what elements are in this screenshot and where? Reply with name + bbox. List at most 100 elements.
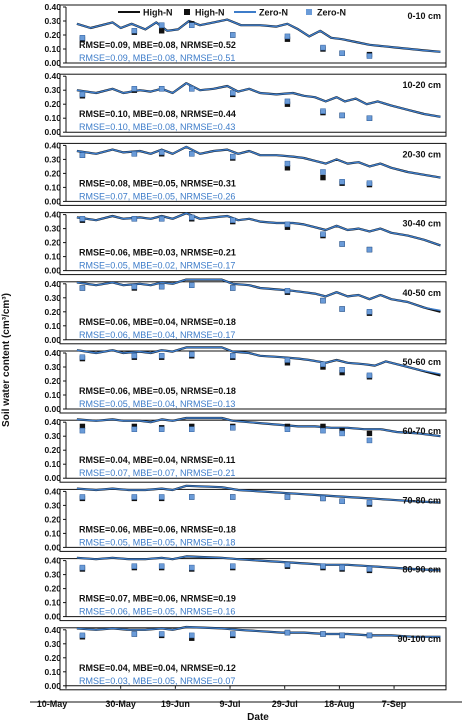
y-tick-label: 0.00 [44, 542, 61, 552]
depth-label: 10-20 cm [402, 80, 441, 90]
zero-n-simulated-line [76, 212, 441, 247]
zero-n-observed-point [284, 160, 291, 167]
zero-n-observed-point [79, 216, 86, 222]
y-tick-label: 0.10 [44, 321, 61, 331]
y-tick-label: 0.40 [44, 348, 61, 358]
zero-n-simulated-line [76, 18, 441, 53]
y-tick-label: 0.40 [44, 71, 61, 81]
zero-n-observed-point [230, 90, 236, 96]
y-tick-label: 0.00 [44, 335, 61, 345]
stats-high-n: RMSE=0.09, MBE=0.08, NRMSE=0.52 [79, 40, 236, 50]
zero-n-observed-point [284, 221, 291, 228]
high-n-observed-point [284, 165, 291, 171]
y-tick-label: 0.30 [44, 16, 61, 26]
y-tick-label: 0.30 [44, 362, 61, 372]
zero-n-observed-point [339, 367, 345, 373]
zero-n-observed-point [284, 426, 291, 432]
panel-20-30cm: 0.00 0.10 0.20 0.30 0.40 20-30 cm RMSE=0.08, M… [44, 140, 447, 206]
zero-n-simulated-line [76, 146, 441, 179]
y-tick-label: 0.30 [44, 639, 61, 649]
panel-60-70cm: 0.00 0.10 0.20 0.30 0.40 60-70 cm RMSE=0.04, M… [44, 416, 447, 483]
zero-n-observed-point [158, 426, 165, 432]
stats-zero-n: RMSE=0.10, MBE=0.08, NRMSE=0.43 [79, 122, 235, 132]
y-tick-label: 0.10 [44, 113, 61, 123]
high-n-observed-point [339, 369, 345, 376]
zero-n-observed-point [320, 231, 326, 237]
zero-n-observed-point [131, 353, 138, 359]
y-tick-label: 0.30 [44, 293, 61, 303]
x-tick-label: 10-May [37, 699, 68, 709]
zero-n-observed-point [189, 426, 195, 432]
y-tick-label: 0.20 [44, 445, 61, 455]
zero-n-observed-point [339, 430, 345, 437]
zero-n-observed-point [284, 629, 291, 636]
zero-n-observed-point [79, 354, 86, 360]
high-n-observed-point [189, 423, 195, 430]
zero-n-observed-point [320, 631, 326, 637]
panel-frame [59, 212, 447, 276]
zero-n-observed-point [158, 22, 165, 28]
zero-n-simulated-line [76, 82, 441, 118]
panel-frame [59, 558, 447, 622]
zero-n-observed-point [284, 357, 291, 363]
zero-n-observed-point [158, 149, 165, 156]
depth-label: 40-50 cm [402, 288, 441, 298]
zero-n-observed-point [189, 22, 195, 28]
y-tick-label: 0.20 [44, 653, 61, 663]
y-tick-label: 0.40 [44, 417, 61, 427]
y-tick-label: 0.30 [44, 500, 61, 510]
legend: High-N High-N Zero-N Zero-N [118, 8, 346, 18]
stats-high-n: RMSE=0.08, MBE=0.05, NRMSE=0.31 [79, 178, 236, 188]
y-tick-label: 0.00 [44, 127, 61, 137]
y-tick-label: 0.20 [44, 238, 61, 248]
zero-n-observed-point [131, 631, 138, 637]
y-tick-label: 0.10 [44, 44, 61, 54]
depth-label: 50-60 cm [402, 357, 441, 367]
zero-n-observed-point [320, 495, 326, 502]
zero-n-observed-point [131, 563, 138, 569]
zero-n-observed-point [320, 108, 326, 114]
zero-n-observed-point [339, 498, 345, 504]
zero-n-observed-point [158, 494, 165, 500]
y-tick-label: 0.00 [44, 404, 61, 414]
stats-high-n: RMSE=0.04, MBE=0.04, NRMSE=0.11 [79, 455, 235, 465]
y-tick-label: 0.00 [44, 266, 61, 276]
panel-10-20cm: 0.00 0.10 0.20 0.30 0.40 10-20 cm RMSE=0.10, M… [44, 71, 447, 137]
zero-n-observed-point [320, 169, 326, 175]
stats-zero-n: RMSE=0.09, MBE=0.08, NRMSE=0.51 [79, 53, 235, 63]
zero-n-observed-point [339, 50, 345, 56]
zero-n-simulated-line [76, 555, 441, 572]
stats-high-n: RMSE=0.06, MBE=0.06, NRMSE=0.18 [79, 524, 236, 534]
y-tick-label: 0.40 [44, 210, 61, 220]
depth-label: 90-100 cm [397, 634, 441, 644]
high-n-observed-point [131, 423, 138, 430]
zero-n-simulated-line [76, 417, 441, 437]
panel-frame [59, 73, 447, 137]
zero-n-observed-point [366, 246, 373, 253]
high-n-observed-point [284, 36, 291, 42]
legend-marker-swatch [306, 9, 312, 15]
y-tick-label: 0.00 [44, 681, 61, 691]
stats-zero-n: RMSE=0.03, MBE=0.05, NRMSE=0.07 [79, 676, 235, 686]
y-tick-label: 0.00 [44, 196, 61, 206]
zero-n-observed-point [366, 372, 373, 379]
y-tick-label: 0.20 [44, 514, 61, 524]
high-n-observed-point [189, 635, 195, 641]
panels: 0.00 0.10 0.20 0.30 0.40 0-10 cm RMSE=0.09, MB… [44, 2, 447, 691]
stats-high-n: RMSE=0.06, MBE=0.03, NRMSE=0.21 [79, 248, 236, 258]
x-tick-label: 9-Jul [220, 699, 241, 709]
y-tick-label: 0.30 [44, 85, 61, 95]
y-axis-label: Soil water content (cm³/cm³) [1, 293, 12, 427]
zero-n-observed-point [339, 564, 345, 571]
zero-n-observed-point [189, 351, 195, 358]
zero-n-observed-point [230, 32, 236, 38]
zero-n-simulated-line [76, 346, 441, 375]
zero-n-observed-point [366, 309, 373, 315]
legend-label: High-N [195, 8, 225, 18]
zero-n-observed-point [320, 297, 326, 304]
y-tick-label: 0.30 [44, 224, 61, 234]
zero-n-observed-point [230, 217, 236, 223]
panel-frame [59, 142, 447, 206]
zero-n-observed-point [189, 151, 195, 157]
y-tick-label: 0.30 [44, 154, 61, 164]
